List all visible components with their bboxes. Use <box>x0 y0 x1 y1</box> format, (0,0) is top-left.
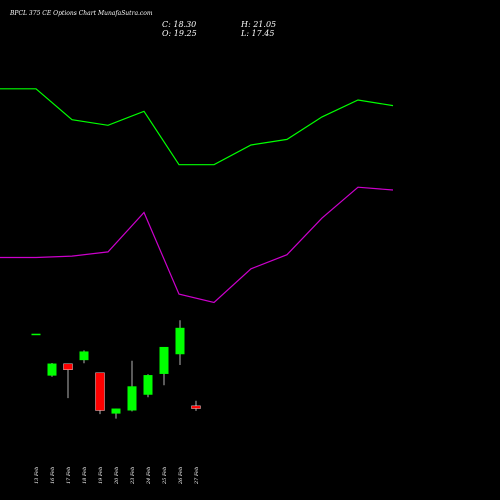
candle-body <box>111 408 121 414</box>
chart-title: BPCL 375 CE Options Chart MunafaSutra.co… <box>10 10 153 17</box>
x-tick-label: 18 Feb <box>82 467 88 484</box>
candle-body <box>191 405 201 409</box>
upper-band-line <box>0 88 394 166</box>
x-tick-label: 19 Feb <box>98 467 104 484</box>
candle-body <box>143 375 153 395</box>
candle-body <box>31 333 41 336</box>
high-value: H: 21.05 <box>241 20 277 29</box>
candle-body <box>79 351 89 361</box>
x-tick-label: 20 Feb <box>114 467 120 485</box>
x-tick-label: 24 Feb <box>146 467 152 485</box>
x-tick-label: 26 Feb <box>178 467 184 485</box>
candle-body <box>127 386 137 411</box>
x-tick-label: 27 Feb <box>194 467 200 485</box>
low-value: L: 17.45 <box>241 29 275 38</box>
candle-body <box>175 327 185 355</box>
x-tick-label: 13 Feb <box>34 467 40 484</box>
x-tick-label: 17 Feb <box>66 467 72 484</box>
x-tick-label: 23 Feb <box>130 467 136 485</box>
open-value: O: 19.25 <box>162 29 197 38</box>
close-value: C: 18.30 <box>162 20 197 29</box>
candle-body <box>47 363 57 376</box>
lower-band-line <box>0 186 394 304</box>
candle-body <box>159 346 169 374</box>
x-tick-label: 25 Feb <box>162 467 168 485</box>
candle-body <box>95 372 105 411</box>
x-tick-label: 16 Feb <box>50 467 56 484</box>
candle-body <box>63 363 73 370</box>
